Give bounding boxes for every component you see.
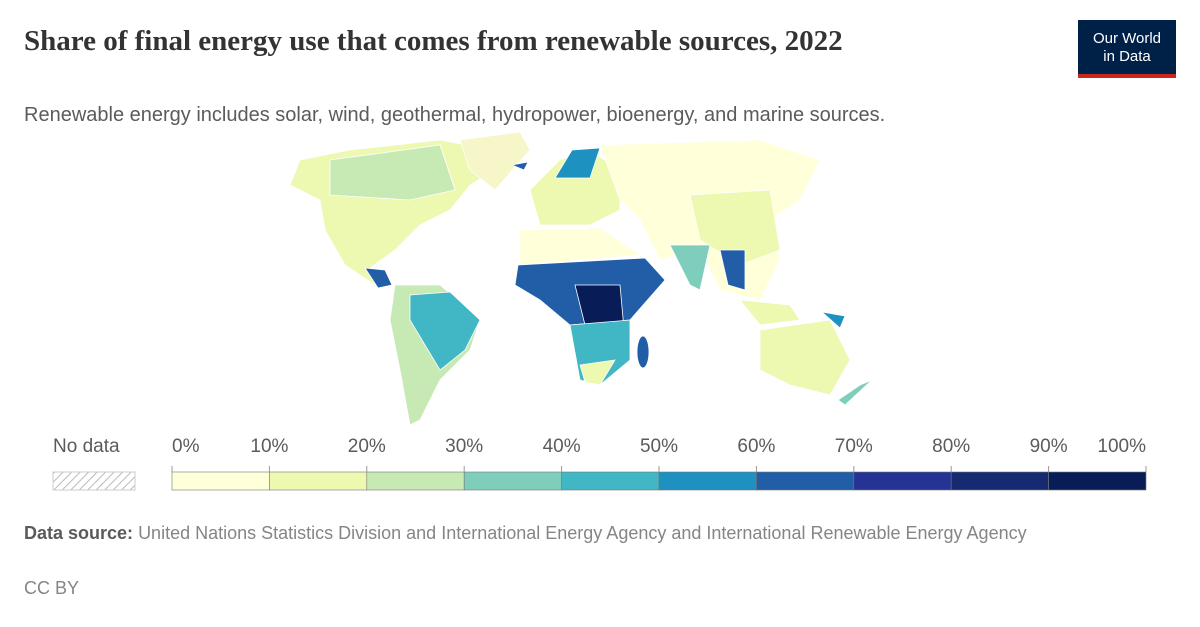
legend-bin: [366, 471, 465, 491]
source: Data source: United Nations Statistics D…: [24, 521, 1124, 546]
region: [459, 131, 531, 191]
region: [519, 227, 642, 266]
region: [409, 291, 481, 371]
legend-bin: [1048, 471, 1147, 491]
legend-bin: [950, 471, 1049, 491]
no-data-swatch: [52, 471, 136, 491]
legend-tick-label: 40%: [543, 436, 581, 457]
legend-bin: [171, 471, 270, 491]
legend-tick-label: 30%: [445, 436, 483, 457]
region: [689, 189, 781, 266]
legend-tick-label: 10%: [250, 436, 288, 457]
legend-tick-label: 20%: [348, 436, 386, 457]
logo[interactable]: Our World in Data: [1078, 20, 1176, 78]
world-map: [289, 131, 873, 426]
logo-line: in Data: [1103, 48, 1151, 65]
no-data-label: No data: [53, 436, 120, 457]
region: [837, 379, 873, 406]
legend-bin: [561, 471, 660, 491]
region: [820, 311, 846, 329]
region: [510, 161, 529, 171]
region: [579, 359, 616, 386]
legend-bin: [853, 471, 952, 491]
legend-tick-label: 80%: [932, 436, 970, 457]
legend-tick-label: 90%: [1030, 436, 1068, 457]
region: [329, 144, 456, 201]
legend-tick-label: 50%: [640, 436, 678, 457]
legend-bin: [658, 471, 757, 491]
legend-bin: [756, 471, 855, 491]
license: CC BY: [24, 578, 80, 598]
legend-tick-label: 70%: [835, 436, 873, 457]
region: [739, 299, 801, 326]
source-text: United Nations Statistics Division and I…: [138, 523, 1027, 543]
region: [759, 319, 851, 396]
legend-tick-label: 0%: [172, 436, 200, 457]
region: [554, 147, 601, 179]
logo-line: Our World: [1092, 30, 1162, 47]
region: [669, 244, 711, 291]
region: [719, 249, 746, 291]
legend: 0% 10% 20% 30% 40% 50% 60% 70% 80% 90% 100%: [171, 436, 1147, 491]
legend-bin: [269, 471, 368, 491]
title: Share of final energy use that comes fro…: [24, 25, 843, 57]
region: [636, 335, 650, 369]
region: [364, 267, 393, 289]
legend-bin: [463, 471, 562, 491]
subtitle: Renewable energy includes solar, wind, g…: [24, 104, 886, 126]
legend-tick-label: 60%: [737, 436, 775, 457]
legend-tick-label: 100%: [1097, 436, 1146, 457]
source-label: Data source:: [24, 523, 134, 543]
